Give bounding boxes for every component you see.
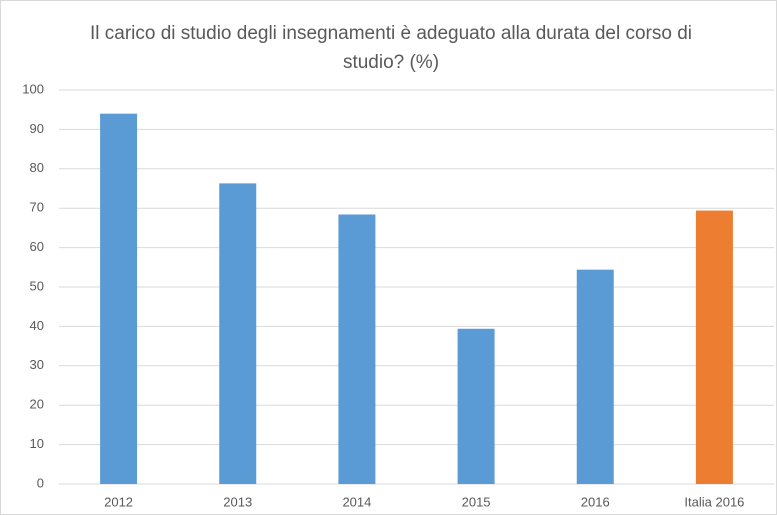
y-tick-label: 80 [30,160,44,175]
y-tick-label: 60 [30,239,44,254]
bar [457,328,495,484]
bar [338,214,376,484]
bar [219,183,257,485]
bar [100,113,138,484]
bar [695,210,733,484]
y-tick-label: 20 [30,397,44,412]
y-tick-label: 50 [30,278,44,293]
x-tick-label: 2012 [104,494,133,509]
x-tick-label: 2015 [462,494,491,509]
y-tick-label: 70 [30,200,44,215]
chart-title: Il carico di studio degli insegnamenti è… [89,23,693,73]
x-tick-label: Italia 2016 [684,494,744,509]
y-tick-label: 40 [30,318,44,333]
y-tick-label: 0 [37,475,44,490]
x-tick-label: 2013 [223,494,252,509]
y-tick-label: 30 [30,357,44,372]
y-tick-label: 10 [30,436,44,451]
x-tick-label: 2016 [581,494,610,509]
y-tick-label: 90 [30,121,44,136]
y-tick-label: 100 [22,81,44,96]
bar [576,269,614,484]
x-tick-label: 2014 [342,494,371,509]
